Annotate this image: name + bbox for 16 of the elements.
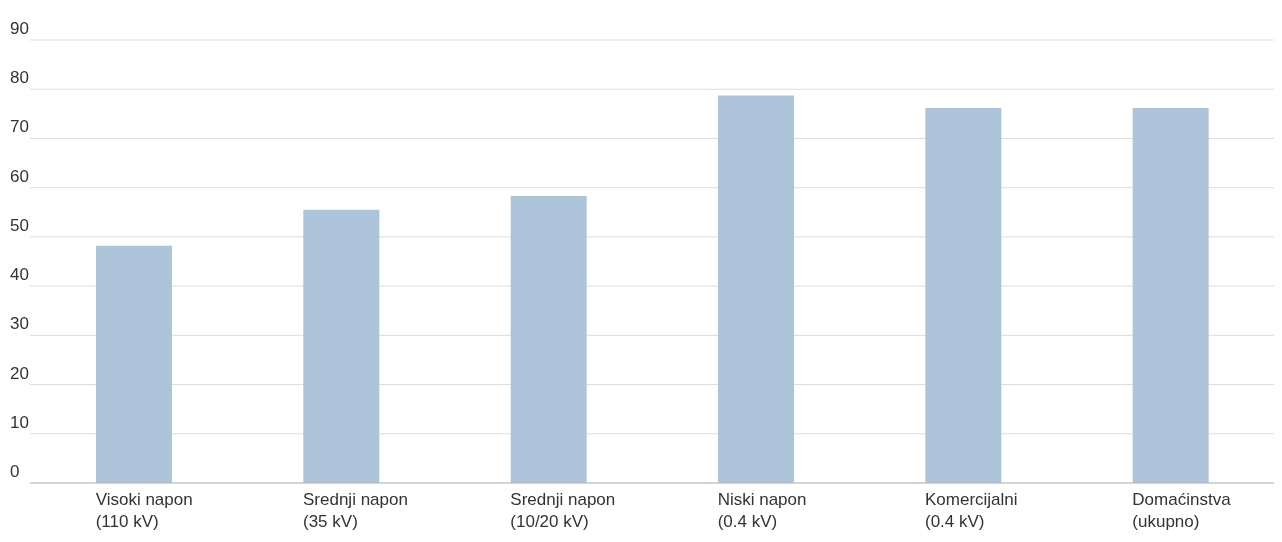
x-tick-label: Niski napon (0.4 kV) (717, 490, 807, 531)
y-tick-label: 0 (10, 462, 20, 481)
x-tick-label: Komercijalni (0.4 kV) (925, 490, 1018, 531)
y-tick-label: 10 (10, 412, 29, 432)
y-tick-label: 60 (10, 166, 29, 186)
x-tick-label: Visoki napon (110 kV) (95, 490, 193, 531)
x-tick-label: Domaćinstva (ukupno) (1132, 490, 1232, 531)
y-tick-label: 90 (10, 19, 29, 38)
y-tick-label: 80 (10, 68, 29, 88)
y-tick-label: 30 (10, 314, 29, 334)
y-tick-label: 50 (10, 215, 29, 235)
y-tick-label: 40 (10, 265, 29, 285)
x-tick-label: Srednji napon (35 kV) (303, 490, 408, 531)
y-tick-label: 70 (10, 117, 29, 137)
x-tick-label: Srednji napon (10/20 kV) (510, 490, 616, 531)
y-tick-label: 20 (10, 363, 29, 383)
